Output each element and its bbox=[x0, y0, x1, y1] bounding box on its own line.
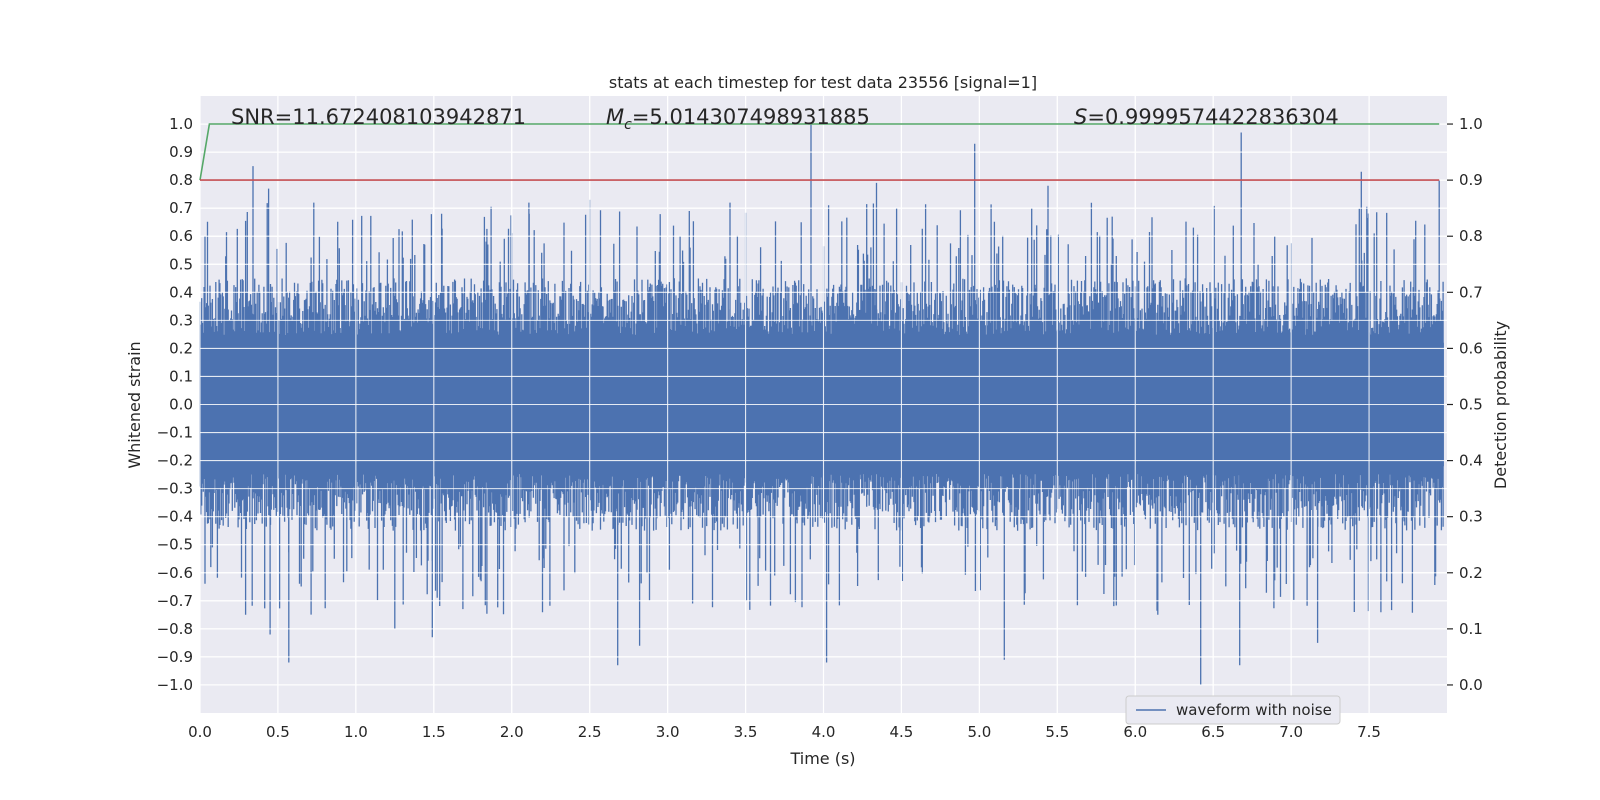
x-tick-label: 6.0 bbox=[1123, 723, 1147, 741]
y-tick-label-left: 0.5 bbox=[169, 255, 193, 273]
x-tick-label: 0.5 bbox=[266, 723, 290, 741]
snr-annotation: SNR=11.672408103942871 bbox=[231, 105, 526, 129]
y-tick-label-left: −0.7 bbox=[157, 592, 193, 610]
y-tick-label-left: 1.0 bbox=[169, 115, 193, 133]
y-tick-label-left: −0.1 bbox=[157, 424, 193, 442]
y-tick-label-left: 0.1 bbox=[169, 367, 193, 385]
x-tick-label: 7.0 bbox=[1279, 723, 1303, 741]
y-tick-label-left: 0.4 bbox=[169, 283, 193, 301]
y-tick-label-right: 0.9 bbox=[1459, 171, 1483, 189]
y-tick-label-right: 0.0 bbox=[1459, 676, 1483, 694]
x-tick-label: 5.0 bbox=[967, 723, 991, 741]
y-axis-label-left: Whitened strain bbox=[125, 341, 144, 468]
chart-title: stats at each timestep for test data 235… bbox=[609, 73, 1037, 92]
x-axis-label: Time (s) bbox=[789, 749, 855, 768]
x-tick-label: 1.0 bbox=[344, 723, 368, 741]
x-tick-label: 4.0 bbox=[812, 723, 836, 741]
y-tick-label-right: 1.0 bbox=[1459, 115, 1483, 133]
x-tick-label: 1.5 bbox=[422, 723, 446, 741]
axis-ticks: 0.0 0.5 1.0 1.5 2.0 2.5 3.0 3.5 4.0 4.5 5.0 5.5 6.0 6… bbox=[157, 115, 1483, 741]
y-tick-label-right: 0.8 bbox=[1459, 227, 1483, 245]
y-tick-label-left: 0.7 bbox=[169, 199, 193, 217]
y-tick-label-right: 0.5 bbox=[1459, 396, 1483, 414]
y-tick-label-left: −1.0 bbox=[157, 676, 193, 694]
x-tick-label: 2.5 bbox=[578, 723, 602, 741]
y-tick-label-left: 0.0 bbox=[169, 396, 193, 414]
x-tick-label: 4.5 bbox=[890, 723, 914, 741]
y-tick-label-left: 0.3 bbox=[169, 311, 193, 329]
y-tick-label-right: 0.6 bbox=[1459, 339, 1483, 357]
legend: waveform with noise bbox=[1125, 695, 1341, 725]
y-tick-label-right: 0.3 bbox=[1459, 508, 1483, 526]
y-tick-label-left: −0.3 bbox=[157, 480, 193, 498]
y-tick-label-left: −0.6 bbox=[157, 564, 193, 582]
x-tick-label: 3.0 bbox=[656, 723, 680, 741]
y-tick-label-left: −0.5 bbox=[157, 536, 193, 554]
y-tick-label-left: 0.8 bbox=[169, 171, 193, 189]
x-tick-label: 0.0 bbox=[188, 723, 212, 741]
legend-box bbox=[1125, 695, 1341, 725]
y-tick-label-left: −0.4 bbox=[157, 508, 193, 526]
detection-probability-line bbox=[199, 123, 1440, 181]
x-tick-label: 7.5 bbox=[1357, 723, 1381, 741]
y-tick-label-left: −0.2 bbox=[157, 452, 193, 470]
y-tick-label-right: 0.2 bbox=[1459, 564, 1483, 582]
x-tick-label: 3.5 bbox=[734, 723, 758, 741]
y-tick-label-right: 0.1 bbox=[1459, 620, 1483, 638]
chirp-mass-annotation: Mc=5.014307498931885 bbox=[606, 105, 870, 133]
y-tick-label-left: 0.6 bbox=[169, 227, 193, 245]
y-tick-label-right: 0.7 bbox=[1459, 283, 1483, 301]
y-tick-label-left: −0.8 bbox=[157, 620, 193, 638]
x-tick-label: 2.0 bbox=[500, 723, 524, 741]
s-annotation: S=0.9999574422836304 bbox=[1074, 105, 1339, 129]
x-tick-label: 6.5 bbox=[1201, 723, 1225, 741]
legend-label: waveform with noise bbox=[1176, 701, 1332, 719]
y-tick-label-left: 0.2 bbox=[169, 339, 193, 357]
y-axis-label-right: Detection probability bbox=[1491, 321, 1510, 489]
y-tick-label-left: −0.9 bbox=[157, 648, 193, 666]
y-tick-label-right: 0.4 bbox=[1459, 452, 1483, 470]
y-tick-label-left: 0.9 bbox=[169, 143, 193, 161]
x-tick-label: 5.5 bbox=[1045, 723, 1069, 741]
